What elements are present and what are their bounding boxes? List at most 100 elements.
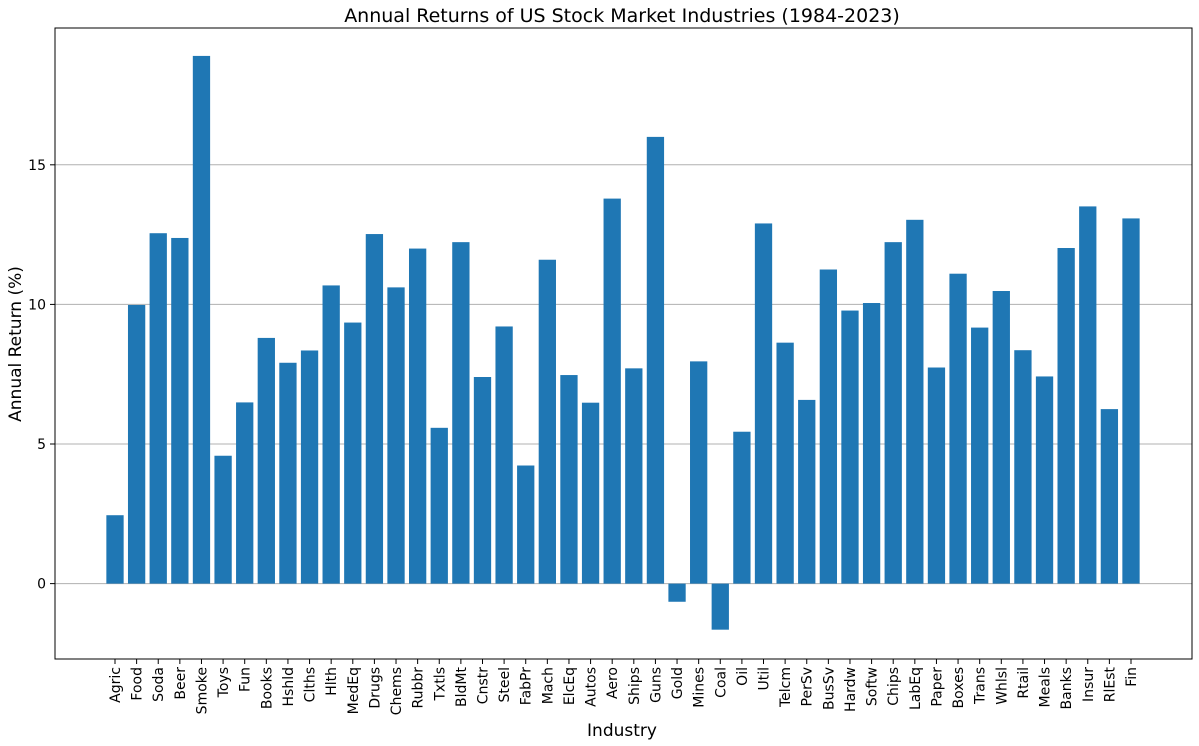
- x-tick-label: Fun: [238, 667, 254, 692]
- x-tick-label: Insur: [1081, 667, 1097, 702]
- y-tick-label: 15: [28, 158, 46, 174]
- bar-hshld: [279, 362, 297, 584]
- bar-oil: [733, 431, 751, 584]
- x-tick-label: PerSv: [800, 667, 816, 706]
- bar-elceq: [560, 375, 578, 584]
- x-tick-label: Rtail: [1016, 667, 1032, 699]
- bar-whlsl: [992, 291, 1010, 584]
- bar-boxes: [949, 273, 967, 584]
- y-tick-label: 5: [37, 437, 46, 453]
- bar-paper: [927, 367, 946, 584]
- bar-beer: [171, 237, 189, 584]
- x-tick-label: Smoke: [194, 667, 210, 714]
- bar-toys: [214, 455, 232, 584]
- bar-rubbr: [408, 248, 427, 584]
- x-tick-label: Meals: [1038, 667, 1054, 707]
- x-tick-label: Guns: [648, 667, 664, 703]
- x-tick-label: Banks: [1059, 667, 1075, 709]
- x-tick-label: Aero: [605, 667, 621, 699]
- x-axis-label: Industry: [587, 721, 657, 741]
- x-tick-label: Whlsl: [994, 667, 1010, 705]
- bar-smoke: [192, 55, 211, 584]
- x-tick-label: Autos: [584, 667, 600, 707]
- y-tick-label: 10: [28, 297, 46, 313]
- x-tick-label: Chems: [389, 667, 405, 715]
- bar-gold: [668, 583, 686, 602]
- x-tick-label: BusSv: [821, 667, 837, 710]
- x-tick-label: Mach: [540, 667, 556, 704]
- x-tick-label: Hshld: [281, 667, 297, 706]
- bar-coal: [711, 583, 729, 630]
- x-tick-label: Txtls: [432, 667, 448, 702]
- bar-labeq: [906, 219, 924, 584]
- x-tick-label: Soda: [151, 667, 167, 702]
- x-tick-label: Paper: [929, 667, 945, 707]
- bar-chems: [387, 287, 405, 584]
- x-tick-label: ElcEq: [562, 667, 578, 705]
- x-tick-label: Softw: [865, 667, 881, 706]
- bar-rtail: [1014, 350, 1032, 584]
- bar-banks: [1057, 248, 1075, 584]
- x-tick-label: LabEq: [908, 667, 924, 710]
- plot-area-frame: [54, 27, 1193, 660]
- x-tick-label: Books: [259, 667, 275, 709]
- x-tick-label: Agric: [108, 667, 124, 703]
- x-tick-label: Drugs: [367, 667, 383, 709]
- x-tick-label: Cnstr: [475, 667, 491, 704]
- x-tick-label: Toys: [216, 667, 232, 698]
- y-axis-label: Annual Return (%): [6, 266, 26, 422]
- bar-txtls: [430, 427, 448, 584]
- bar-persv: [798, 399, 816, 584]
- bar-meals: [1035, 376, 1054, 584]
- bar-chips: [884, 242, 902, 584]
- x-tick-label: Trans: [973, 667, 989, 705]
- bar-mines: [690, 361, 708, 584]
- bar-hlth: [322, 285, 340, 584]
- x-tick-label: BldMt: [454, 666, 470, 706]
- x-tick-label: Oil: [735, 667, 751, 686]
- x-tick-label: Hardw: [843, 667, 859, 712]
- x-tick-label: Util: [757, 667, 773, 691]
- bar-bussv: [819, 269, 838, 584]
- x-tick-label: Telcm: [778, 667, 794, 708]
- x-tick-label: Mines: [692, 667, 708, 708]
- bar-insur: [1079, 206, 1097, 584]
- bar-medeq: [344, 322, 362, 584]
- bar-autos: [581, 402, 600, 584]
- bar-fabpr: [517, 465, 535, 584]
- bar-mach: [538, 259, 556, 584]
- x-tick-label: Food: [130, 667, 146, 701]
- bar-fun: [236, 402, 254, 584]
- x-tick-label: RlEst: [1102, 666, 1118, 702]
- x-tick-label: Fin: [1124, 667, 1140, 687]
- bar-util: [754, 223, 773, 584]
- x-tick-label: Chips: [886, 667, 902, 706]
- bar-aero: [603, 198, 621, 584]
- y-tick-label: 0: [37, 577, 46, 593]
- x-tick-label: Beer: [173, 667, 189, 700]
- bar-food: [127, 304, 146, 584]
- bar-hardw: [841, 310, 859, 584]
- x-tick-label: Boxes: [951, 667, 967, 709]
- bar-bldmt: [452, 242, 470, 584]
- x-axis-ticks: Agric Food Soda Beer Smoke Toys Fun Books Hshld C…: [108, 659, 1140, 715]
- x-tick-label: Steel: [497, 667, 513, 703]
- bar-cnstr: [473, 377, 492, 584]
- bar-trans: [971, 327, 989, 584]
- x-tick-label: MedEq: [346, 667, 362, 714]
- bar-drugs: [365, 234, 384, 584]
- y-axis-ticks: 0 5 10 15: [28, 158, 55, 593]
- chart-title: Annual Returns of US Stock Market Indust…: [344, 5, 900, 27]
- x-tick-label: Ships: [627, 667, 643, 705]
- x-tick-label: Rubbr: [411, 667, 427, 709]
- bar-guns: [646, 136, 665, 584]
- bar-ships: [625, 368, 643, 584]
- bar-agric: [106, 515, 124, 584]
- bar-steel: [495, 326, 513, 584]
- x-tick-label: Hlth: [324, 667, 340, 696]
- x-tick-label: FabPr: [519, 667, 535, 705]
- bar-soda: [149, 233, 167, 584]
- bar-clths: [300, 350, 319, 584]
